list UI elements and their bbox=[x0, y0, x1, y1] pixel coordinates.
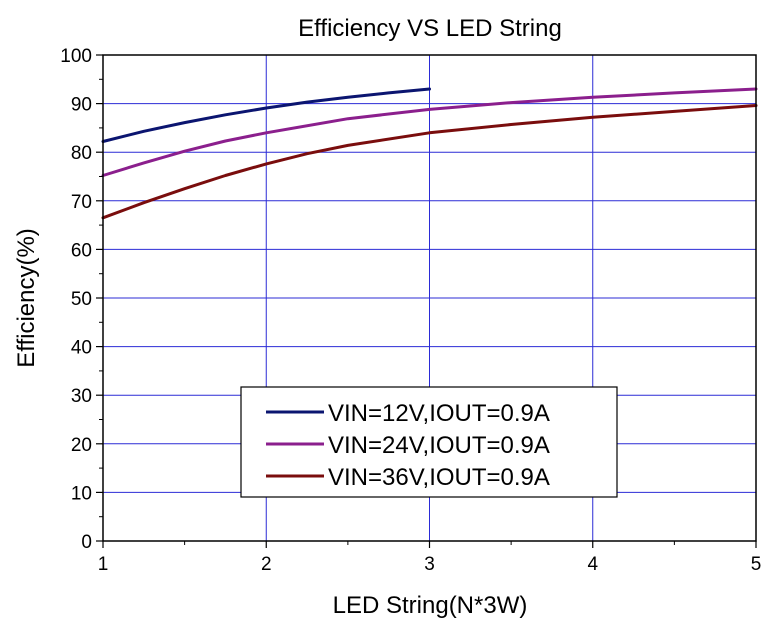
y-tick-label: 90 bbox=[71, 95, 92, 116]
y-tick-label: 0 bbox=[81, 532, 92, 553]
y-tick-label: 10 bbox=[71, 483, 92, 504]
y-tick-label: 60 bbox=[71, 240, 92, 261]
series-line-2 bbox=[101, 87, 758, 177]
y-tick-label: 50 bbox=[71, 289, 92, 310]
chart-title: Efficiency VS LED String bbox=[298, 15, 562, 42]
y-tick-label: 20 bbox=[71, 435, 92, 456]
x-tick-label: 2 bbox=[261, 554, 272, 575]
axis-ticks: 0 10 20 30 40 50 60 70 80 90 100 1 2 3 4 5 bbox=[60, 46, 761, 575]
x-tick-label: 4 bbox=[587, 554, 598, 575]
y-tick-label: 40 bbox=[71, 338, 92, 359]
series-line-1 bbox=[101, 87, 431, 143]
x-tick-label: 1 bbox=[98, 554, 109, 575]
y-tick-label: 30 bbox=[71, 386, 92, 407]
legend-label-2: VIN=24V,IOUT=0.9A bbox=[328, 432, 550, 459]
legend-box bbox=[240, 386, 618, 498]
series-lines bbox=[101, 87, 758, 220]
x-tick-label: 3 bbox=[424, 554, 435, 575]
series-line-3 bbox=[101, 104, 758, 220]
y-axis-label: Efficiency(%) bbox=[13, 228, 40, 368]
legend-label-3: VIN=36V,IOUT=0.9A bbox=[328, 464, 550, 491]
y-tick-label: 80 bbox=[71, 143, 92, 164]
x-axis-label: LED String(N*3W) bbox=[333, 592, 528, 619]
x-tick-label: 5 bbox=[751, 554, 762, 575]
y-tick-label: 70 bbox=[71, 192, 92, 213]
legend: VIN=12V,IOUT=0.9A VIN=24V,IOUT=0.9A VIN=36… bbox=[240, 386, 618, 498]
y-tick-label: 100 bbox=[60, 46, 92, 67]
legend-label-1: VIN=12V,IOUT=0.9A bbox=[328, 400, 550, 427]
